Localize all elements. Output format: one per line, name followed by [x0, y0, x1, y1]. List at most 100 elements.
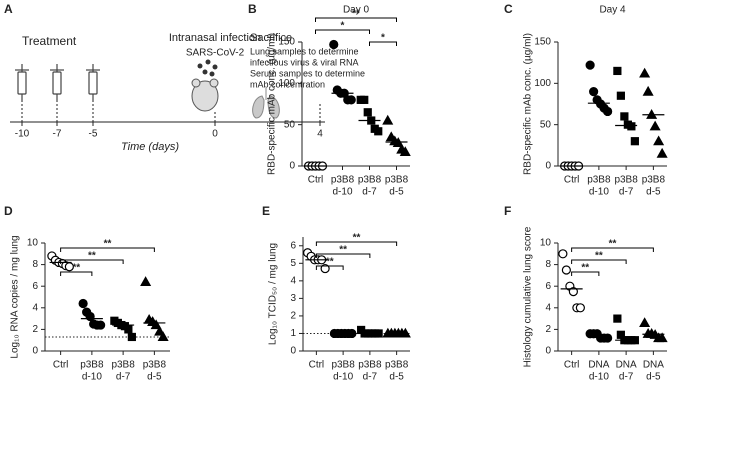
y-tick-label: 150	[278, 37, 295, 48]
point	[653, 135, 665, 146]
timeline-tick-label: -10	[15, 129, 30, 140]
point	[620, 112, 629, 121]
y-tick-label: 10	[27, 238, 39, 249]
significance-bracket	[60, 259, 124, 264]
significance-label: **	[609, 239, 617, 250]
y-axis-label: Histology cumulative lung score	[523, 226, 534, 367]
significance-label: *	[341, 21, 345, 32]
point	[630, 137, 639, 146]
y-tick-label: 4	[290, 275, 296, 286]
x-tick-label: p3B8	[358, 175, 382, 186]
significance-label: **	[104, 239, 112, 250]
x-tick-label: d-7	[619, 372, 634, 383]
significance-bracket	[571, 259, 627, 264]
panel-letter: F	[504, 204, 511, 218]
y-tick-label: 6	[32, 281, 38, 292]
point	[374, 127, 383, 136]
x-tick-label: p3B8	[331, 175, 355, 186]
y-axis-label: RBD-specific mAb conc. (µg/ml)	[523, 33, 534, 175]
x-tick-label: p3B8	[642, 175, 666, 186]
point	[603, 333, 613, 343]
mouse-icon	[191, 59, 219, 112]
infection-label: Intranasal infection	[169, 32, 261, 44]
significance-bracket	[315, 265, 344, 270]
point	[382, 114, 394, 125]
x-tick-label: DNA	[588, 360, 609, 371]
treatment-label: Treatment	[22, 34, 77, 48]
chart-panel: F Histology cumulative lung score 0 2 4 6 8 10 C…	[504, 204, 668, 383]
x-tick-label: p3B8	[358, 360, 382, 371]
significance-bracket	[369, 41, 397, 46]
y-tick-label: 0	[545, 346, 551, 357]
note: mAb concentration	[250, 79, 325, 89]
y-tick-label: 6	[290, 240, 296, 251]
x-tick-label: p3B8	[587, 175, 611, 186]
x-tick-label: Ctrl	[53, 360, 69, 371]
y-tick-label: 50	[284, 119, 296, 130]
x-tick-label: p3B8	[143, 360, 167, 371]
y-tick-label: 100	[534, 78, 551, 89]
significance-label: *	[381, 33, 385, 44]
y-axis-label: Log₁₀ TCID₅₀ / mg lung	[268, 243, 279, 345]
chart-panel: D Log₁₀ RNA copies / mg lung 0 2 4 6 8 10 Ctrl p3…	[4, 204, 170, 383]
x-tick-label: Ctrl	[564, 360, 580, 371]
x-tick-label: d-5	[646, 372, 661, 383]
point	[320, 263, 330, 274]
y-tick-label: 50	[540, 119, 552, 130]
x-tick-label: d-7	[116, 372, 131, 383]
point	[656, 147, 668, 158]
point	[558, 249, 568, 259]
virus-label: SARS-CoV-2	[186, 48, 245, 59]
chart-title: Day 4	[599, 5, 626, 16]
x-tick-label: p3B8	[111, 360, 135, 371]
y-tick-label: 1	[290, 328, 296, 339]
y-tick-label: 8	[32, 259, 38, 270]
point	[399, 146, 411, 157]
y-tick-label: 2	[32, 324, 38, 335]
y-axis-label: RBD-specific mAb conc. (µg/ml)	[267, 33, 278, 175]
x-tick-label: d-5	[147, 372, 162, 383]
y-tick-label: 0	[545, 161, 551, 172]
sacrifice-label: Sacrifice	[250, 32, 292, 44]
point	[627, 122, 636, 131]
significance-label: **	[581, 263, 589, 274]
point	[639, 67, 651, 78]
x-tick-label: d-5	[389, 372, 404, 383]
point	[568, 287, 578, 297]
point	[363, 108, 372, 117]
point	[616, 91, 625, 100]
syringes	[15, 64, 100, 102]
significance-label: **	[352, 9, 360, 20]
timeline-tick-label: -7	[53, 129, 62, 140]
significance-label: **	[72, 263, 80, 274]
x-tick-label: d-10	[589, 372, 609, 383]
point	[642, 85, 654, 96]
point	[150, 319, 162, 330]
x-tick-label: p3B8	[80, 360, 104, 371]
x-tick-label: p3B8	[614, 175, 638, 186]
panel-letter: C	[504, 2, 513, 16]
y-tick-label: 3	[290, 293, 296, 304]
chart-title: Day 0	[343, 5, 370, 16]
y-tick-label: 4	[545, 302, 551, 313]
x-tick-label: Ctrl	[309, 360, 325, 371]
significance-label: **	[339, 245, 347, 256]
point	[639, 317, 651, 328]
lungs-icon	[252, 88, 280, 119]
point	[127, 332, 136, 342]
x-tick-label: d-10	[589, 187, 609, 198]
significance-bracket	[315, 17, 397, 22]
panel-letter: A	[4, 2, 13, 16]
timeline-tick-label: 4	[317, 129, 323, 140]
x-tick-label: DNA	[643, 360, 664, 371]
point	[329, 39, 339, 50]
significance-bracket	[571, 271, 600, 276]
chart-panel: C Day 4 RBD-specific mAb conc. (µg/ml) 0 50 1…	[504, 2, 668, 198]
significance-bracket	[60, 271, 93, 276]
point	[589, 86, 599, 97]
y-tick-label: 4	[32, 302, 38, 313]
y-tick-label: 2	[290, 311, 296, 322]
y-tick-label: 150	[534, 37, 551, 48]
point	[613, 314, 622, 323]
point	[85, 311, 95, 322]
